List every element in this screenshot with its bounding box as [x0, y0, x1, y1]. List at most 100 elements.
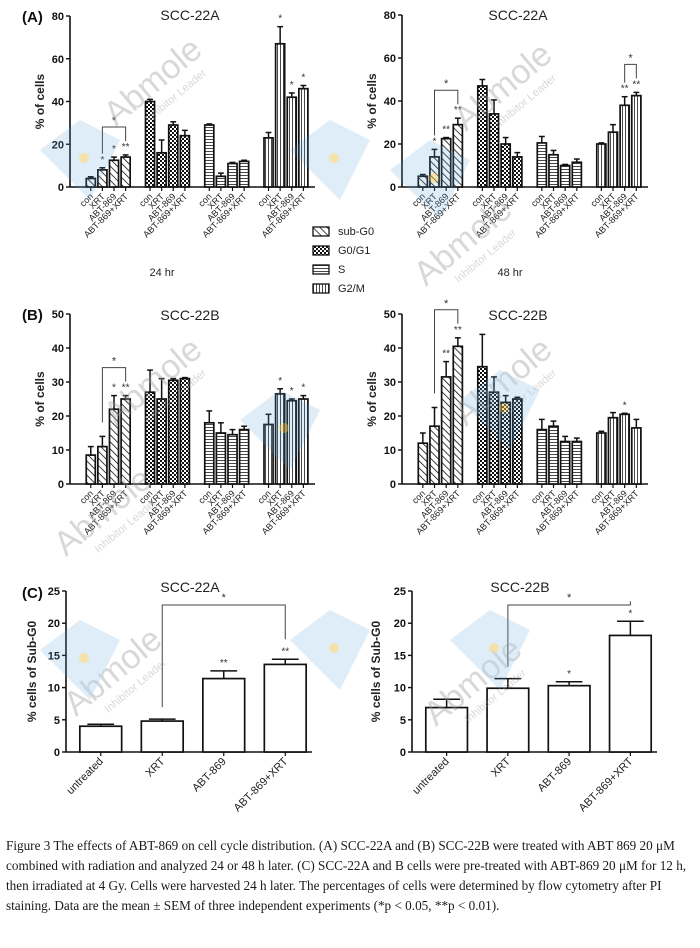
x-tick-label: ABT-869: [535, 756, 574, 795]
y-tick-label: 40: [52, 97, 64, 109]
chart-title: SCC-22B: [490, 579, 549, 595]
bar: [85, 454, 97, 485]
significance-bracket: [507, 601, 631, 667]
legend-item-sub-g0: sub-G0: [312, 226, 374, 238]
bar: [619, 413, 631, 485]
y-axis-label: % of cells: [33, 74, 47, 130]
chart-title: SCC-22B: [160, 307, 219, 323]
x-tick-label: XRT: [143, 755, 167, 779]
chart-title: SCC-22A: [160, 579, 220, 595]
y-tick-label: 20: [52, 139, 64, 151]
bar: [595, 432, 607, 485]
bar: [203, 124, 215, 188]
bar: [619, 104, 631, 188]
watermark-dot-icon: [499, 403, 509, 413]
figure-caption: Figure 3 The effects of ABT-869 on cell …: [6, 838, 687, 913]
bar: [108, 159, 120, 188]
significance-bracket: [101, 367, 127, 423]
legend-label: S: [338, 264, 345, 276]
y-tick-label: 40: [384, 96, 396, 108]
x-tick-label: ABT-869: [190, 756, 229, 795]
bar: [97, 445, 108, 485]
watermark-dot-icon: [79, 153, 89, 163]
significance-label: *: [278, 376, 282, 387]
watermark-dot-icon: [79, 653, 89, 663]
bar: [571, 161, 583, 188]
y-tick-label: 15: [48, 650, 60, 662]
bar: [263, 663, 308, 753]
y-tick-label: 0: [58, 479, 64, 491]
legend-swatch-diagonal-icon: [312, 226, 330, 237]
y-tick-label: 80: [52, 11, 64, 23]
bar: [547, 684, 591, 753]
bar: [167, 124, 179, 188]
watermark-shape-icon: [450, 610, 530, 690]
significance-label: *: [290, 80, 294, 91]
y-axis-label: % cells of Sub-G0: [25, 620, 39, 722]
bracket-label: *: [444, 298, 449, 310]
y-tick-label: 10: [394, 683, 406, 695]
significance-label: *: [290, 386, 294, 397]
bracket-label: *: [222, 592, 227, 604]
bar: [227, 162, 238, 188]
y-tick-label: 20: [52, 411, 64, 423]
bar: [536, 142, 548, 188]
bar: [429, 425, 440, 485]
bracket-label: *: [567, 592, 572, 604]
bar: [548, 153, 559, 188]
watermark-shape-icon: [290, 120, 370, 200]
y-tick-label: 60: [384, 53, 396, 65]
bar: [156, 151, 168, 188]
x-tick-label: XRT: [489, 755, 513, 779]
figure-3: (A) (B) (C) 24 hr 48 hr sub-G0 G0/G1 S G…: [22, 7, 657, 814]
legend-label: G2/M: [338, 283, 365, 295]
y-tick-label: 20: [384, 411, 396, 423]
bar: [440, 376, 452, 485]
chart-title: SCC-22B: [488, 307, 547, 323]
bar: [179, 134, 191, 188]
bar: [559, 164, 571, 188]
chart-title: SCC-22A: [488, 7, 548, 23]
bracket-label: *: [112, 115, 117, 127]
significance-label: *: [567, 669, 571, 680]
time-label-48hr: 48 hr: [497, 267, 522, 279]
legend-item-g0g1: G0/G1: [312, 245, 370, 257]
y-tick-label: 60: [52, 54, 64, 66]
bar: [238, 428, 250, 485]
bar: [215, 432, 227, 485]
chart-C-SCC-22B: SCC-22B 0 5 10 15 20 25 % cells of Sub-G0 untrea…: [369, 579, 657, 814]
bar: [511, 156, 523, 188]
legend-label: G0/G1: [338, 245, 370, 257]
legend-item-s: S: [312, 264, 345, 276]
y-tick-label: 80: [384, 10, 396, 22]
bar: [548, 425, 559, 485]
y-tick-label: 10: [48, 683, 60, 695]
bar: [274, 42, 286, 188]
significance-bracket: [101, 126, 127, 154]
bar: [78, 725, 123, 753]
significance-bracket: [624, 63, 637, 83]
y-axis-label: % cells of Sub-G0: [369, 620, 383, 722]
significance-label: *: [301, 72, 305, 83]
y-tick-label: 25: [48, 586, 60, 598]
significance-label: **: [122, 383, 130, 394]
y-tick-label: 30: [52, 377, 64, 389]
significance-label: **: [442, 125, 450, 136]
watermark-dot-icon: [329, 643, 339, 653]
bar: [607, 131, 619, 188]
bar: [417, 442, 429, 485]
bracket-label: *: [628, 52, 633, 64]
chart-title: SCC-22A: [160, 7, 220, 23]
bar: [215, 175, 227, 188]
significance-label: **: [632, 79, 640, 90]
significance-label: *: [628, 608, 632, 619]
significance-label: *: [112, 144, 116, 155]
watermark-shape-icon: [290, 610, 370, 690]
y-tick-label: 25: [394, 586, 406, 598]
watermark-shape-icon: [460, 370, 540, 450]
y-tick-label: 20: [384, 139, 396, 151]
watermark-dot-icon: [489, 643, 499, 653]
y-tick-label: 40: [52, 343, 64, 355]
significance-label: **: [442, 349, 450, 360]
y-tick-label: 0: [58, 182, 64, 194]
